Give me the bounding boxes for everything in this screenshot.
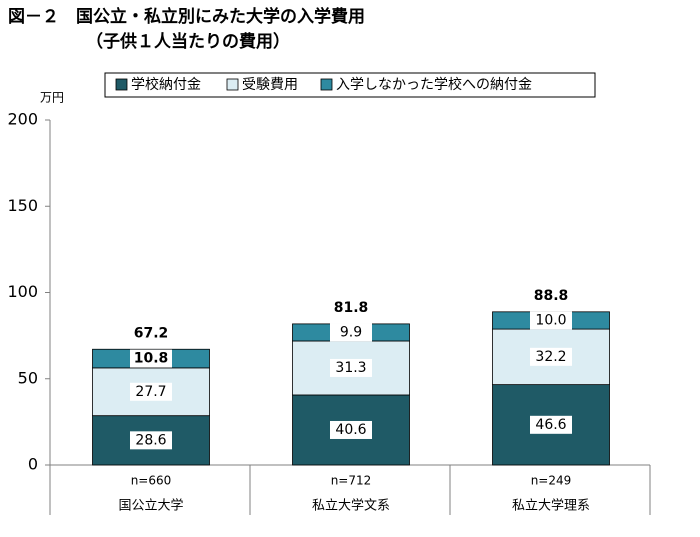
- sample-size-label: n=249: [531, 474, 572, 488]
- data-label-bg: [330, 358, 372, 377]
- legend-swatch: [320, 78, 333, 91]
- data-label-bg: [530, 415, 572, 434]
- legend-swatch: [115, 78, 128, 91]
- data-label-bg: [130, 349, 172, 368]
- data-label-bg: [330, 323, 372, 342]
- y-tick-label: 150: [7, 196, 38, 215]
- data-label-bg: [130, 431, 172, 450]
- data-label: 40.6: [335, 422, 366, 438]
- data-label: 28.6: [135, 432, 166, 448]
- data-label: 32.2: [535, 349, 566, 365]
- legend-label: 受験費用: [242, 77, 298, 93]
- data-label: 10.0: [535, 312, 566, 328]
- y-tick-label: 200: [7, 110, 38, 129]
- data-label: 46.6: [535, 417, 566, 433]
- data-label-bg: [330, 420, 372, 439]
- sample-size-label: n=660: [131, 474, 172, 488]
- x-tick-label: 私立大学文系: [312, 498, 390, 514]
- y-tick-label: 50: [18, 368, 38, 387]
- x-tick-label: 私立大学理系: [512, 498, 590, 514]
- total-label: 67.2: [134, 325, 169, 341]
- data-label: 10.8: [134, 351, 169, 367]
- data-label-bg: [530, 311, 572, 330]
- y-tick-label: 100: [7, 282, 38, 301]
- legend-swatch: [226, 78, 239, 91]
- chart-subtitle: （子供１人当たりの費用）: [86, 31, 290, 52]
- y-tick-label: 0: [28, 455, 38, 474]
- data-label: 27.7: [135, 384, 166, 400]
- sample-size-label: n=712: [331, 474, 372, 488]
- data-label-bg: [530, 347, 572, 366]
- legend-label: 学校納付金: [131, 76, 201, 93]
- total-label: 88.8: [534, 288, 569, 304]
- legend-box: [104, 72, 596, 98]
- legend-label: 入学しなかった学校への納付金: [336, 76, 532, 93]
- x-tick-label: 国公立大学: [118, 498, 183, 514]
- data-label-bg: [130, 382, 172, 401]
- y-unit: 万円: [40, 91, 64, 105]
- data-label: 9.9: [340, 324, 362, 340]
- chart-title: 図－２ 国公立・私立別にみた大学の入学費用: [8, 6, 365, 27]
- total-label: 81.8: [334, 300, 369, 316]
- data-label: 31.3: [335, 360, 366, 376]
